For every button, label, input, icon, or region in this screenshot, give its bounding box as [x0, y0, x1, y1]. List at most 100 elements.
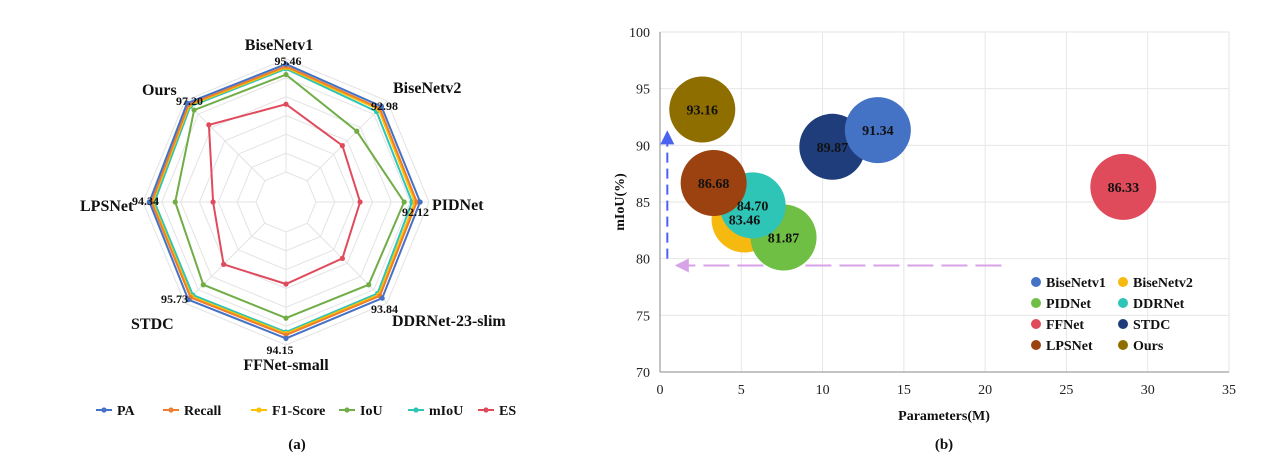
radar-point-pa [417, 199, 423, 205]
legend-label-lpsnet: LPSNet [1046, 339, 1093, 354]
radar-point-iou [366, 282, 372, 288]
x-tick-label: 15 [897, 383, 911, 398]
radar-point-pa [146, 199, 152, 205]
legend-dot-ffnet [1031, 319, 1041, 329]
radar-axis-label-stdc: STDC [131, 316, 174, 333]
radar-value-label: 92.98 [371, 99, 398, 113]
radar-point-pa [185, 297, 191, 303]
y-tick-label: 85 [636, 196, 650, 211]
radar-chart: BiseNetv1 BiseNetv2 PIDNet DDRNet-23-slim FF… [80, 37, 516, 453]
radar-value-label: 94.34 [132, 194, 159, 208]
x-tick-label: 35 [1222, 383, 1236, 398]
radar-point-es [206, 122, 212, 128]
legend-marker-f1-score [256, 407, 262, 413]
radar-point-es [357, 199, 363, 205]
legend-label-pa: PA [117, 404, 136, 419]
legend-label-recall: Recall [184, 404, 221, 419]
legend-label-f1-score: F1-Score [272, 404, 325, 419]
radar-axis-label-bisenetv2: BiseNetv2 [393, 80, 461, 97]
legend-marker-iou [344, 407, 350, 413]
bubble-label-ours: 93.16 [687, 104, 719, 119]
legend-marker-pa [101, 407, 107, 413]
bubble-label-bisenetv1: 91.34 [862, 124, 894, 139]
legend-label-ffnet: FFNet [1046, 318, 1084, 333]
legend-label-pidnet: PIDNet [1046, 297, 1091, 312]
caption-a: (a) [288, 437, 306, 453]
radar-spoke [306, 222, 388, 304]
x-tick-label: 20 [978, 383, 992, 398]
legend-marker-recall [168, 407, 174, 413]
radar-point-iou [191, 107, 197, 113]
radar-axis-label-ddrnet-23-slim: DDRNet-23-slim [392, 313, 506, 330]
radar-value-label: 92.12 [402, 205, 429, 219]
radar-axis-label-ours: Ours [142, 82, 177, 99]
bubble-ours [669, 76, 736, 143]
radar-point-pa [378, 103, 385, 110]
radar-axis-label-pidnet: PIDNet [432, 197, 484, 214]
radar-spoke [306, 100, 388, 182]
radar-point-es [210, 199, 216, 205]
bubble-points: 83.46 81.87 84.70 86.68 93.16 89.87 91.34 86.33 [669, 76, 1157, 271]
legend-dot-stdc [1118, 319, 1128, 329]
radar-point-es [221, 261, 227, 267]
legend-marker-es [483, 407, 489, 413]
bubble-bisenetv1 [844, 97, 911, 164]
radar-axis-label-lpsnet: LPSNet [80, 198, 134, 215]
radar-point-pa [283, 335, 289, 341]
radar-legend: PA Recall F1-Score IoU mIoU ES [96, 404, 516, 419]
bubble-lpsnet [680, 149, 747, 216]
legend-marker-miou [413, 407, 419, 413]
radar-annotations: 95.46 92.98 92.12 93.84 94.15 95.73 94.34 97.20 [132, 54, 429, 357]
legend-label-stdc: STDC [1133, 318, 1170, 333]
legend-label-bisenetv2: BiseNetv2 [1133, 276, 1193, 291]
legend-label-ddrnet: DDRNet [1133, 297, 1185, 312]
bubble-label-ddrnet: 84.70 [737, 199, 769, 214]
y-tick-label: 75 [636, 309, 650, 324]
legend-dot-ddrnet [1118, 298, 1128, 308]
caption-b: (b) [935, 437, 953, 453]
x-axis-label: Parameters(M) [898, 409, 990, 424]
radar-point-pa [184, 100, 190, 106]
radar-value-label: 94.15 [267, 343, 294, 357]
radar-series-group [146, 61, 423, 341]
radar-value-label: 93.84 [371, 302, 398, 316]
legend-dot-bisenetv2 [1118, 277, 1128, 287]
legend-label-ours: Ours [1133, 339, 1164, 354]
bubble-arrows [660, 130, 1002, 273]
radar-grid-ring [255, 171, 317, 233]
legend-dot-pidnet [1031, 298, 1041, 308]
legend-dot-bisenetv1 [1031, 277, 1041, 287]
bubble-axes: 0 5 10 15 20 25 30 35 70 75 80 85 90 95 100 [629, 26, 1236, 398]
bubble-label-stdc: 89.87 [817, 141, 849, 156]
legend-dot-lpsnet [1031, 340, 1041, 350]
radar-value-label: 95.73 [161, 292, 188, 306]
radar-point-iou [172, 199, 178, 205]
bubble-legend: BiseNetv1 BiseNetv2 PIDNet DDRNet FFNet STDC L… [1031, 276, 1193, 354]
radar-spoke [184, 100, 266, 182]
y-tick-label: 95 [636, 83, 650, 98]
radar-axis-label-bisenetv1: BiseNetv1 [245, 37, 313, 54]
bubble-label-lpsnet: 86.68 [698, 177, 730, 192]
legend-label-iou: IoU [360, 404, 383, 419]
bubble-ffnet [1090, 153, 1157, 220]
radar-point-iou [401, 199, 407, 205]
y-axis-label: mIoU(%) [613, 173, 628, 231]
radar-point-pa [379, 295, 385, 301]
radar-point-es [339, 255, 345, 261]
radar-axis-label-ffnet-small: FFNet-small [243, 357, 329, 374]
radar-point-es [283, 281, 289, 287]
x-tick-label: 10 [816, 383, 830, 398]
radar-point-iou [283, 71, 289, 78]
legend-label-es: ES [499, 404, 516, 419]
x-tick-label: 0 [657, 383, 664, 398]
legend-label-bisenetv1: BiseNetv1 [1046, 276, 1106, 291]
radar-point-pa [283, 61, 289, 67]
radar-point-iou [283, 315, 289, 321]
legend-label-miou: mIoU [429, 404, 463, 419]
x-tick-label: 5 [738, 383, 745, 398]
bubble-label-pidnet: 81.87 [768, 231, 800, 246]
x-tick-label: 25 [1059, 383, 1073, 398]
radar-point-es [339, 143, 345, 149]
y-tick-label: 70 [636, 366, 650, 381]
